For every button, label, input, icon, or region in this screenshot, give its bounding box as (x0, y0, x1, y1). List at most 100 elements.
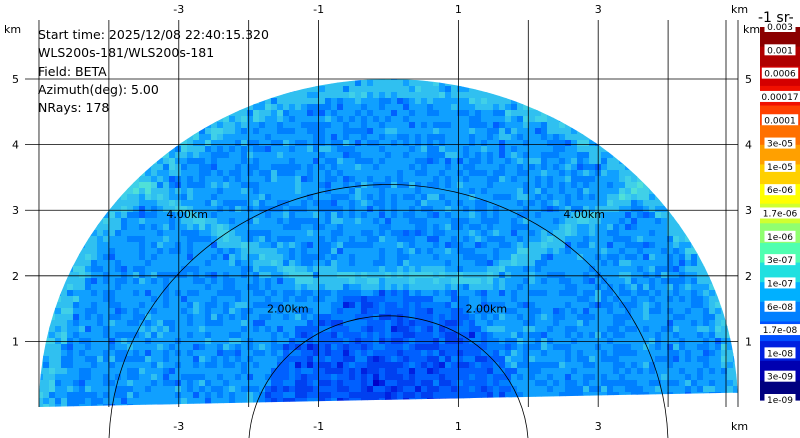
field-cell (133, 278, 140, 285)
field-cell (223, 362, 230, 369)
field-cell (445, 128, 452, 135)
field-cell (577, 362, 584, 369)
field-cell (373, 320, 380, 327)
field-cell (115, 374, 122, 381)
field-cell (589, 320, 596, 327)
field-cell (115, 230, 122, 237)
field-cell (211, 320, 218, 327)
field-cell (313, 284, 320, 291)
field-cell (649, 266, 656, 273)
field-cell (457, 326, 464, 333)
field-cell (307, 308, 314, 315)
field-cell (205, 392, 212, 399)
field-cell (265, 194, 272, 201)
field-cell (529, 380, 536, 387)
field-cell (133, 212, 140, 219)
field-cell (571, 368, 578, 375)
field-cell (553, 140, 560, 147)
field-cell (463, 278, 470, 285)
field-cell (247, 326, 254, 333)
field-cell (403, 212, 410, 219)
field-cell (205, 236, 212, 243)
field-cell (313, 380, 320, 387)
field-cell (271, 374, 278, 381)
field-cell (343, 350, 350, 357)
field-cell (403, 224, 410, 231)
field-cell (631, 272, 638, 279)
field-cell (229, 158, 236, 165)
field-cell (373, 296, 380, 303)
field-cell (139, 344, 146, 351)
field-cell (397, 344, 404, 351)
field-cell (193, 134, 200, 141)
field-cell (403, 98, 410, 105)
field-cell (103, 290, 110, 297)
field-cell (121, 206, 128, 213)
field-cell (571, 212, 578, 219)
field-cell (55, 320, 62, 327)
field-cell (565, 194, 572, 201)
field-cell (505, 266, 512, 273)
field-cell (661, 260, 668, 267)
field-cell (151, 290, 158, 297)
field-cell (571, 260, 578, 267)
field-cell (301, 188, 308, 195)
field-cell (469, 128, 476, 135)
field-cell (55, 344, 62, 351)
field-cell (469, 146, 476, 153)
field-cell (667, 368, 674, 375)
field-cell (97, 374, 104, 381)
field-cell (607, 344, 614, 351)
field-cell (361, 266, 368, 273)
field-cell (565, 368, 572, 375)
field-cell (337, 98, 344, 105)
field-cell (397, 140, 404, 147)
field-cell (355, 326, 362, 333)
field-cell (553, 200, 560, 207)
field-cell (313, 134, 320, 141)
field-cell (547, 284, 554, 291)
field-cell (415, 242, 422, 249)
field-cell (439, 248, 446, 255)
field-cell (673, 272, 680, 279)
field-cell (133, 260, 140, 267)
field-cell (97, 236, 104, 243)
field-cell (541, 272, 548, 279)
field-cell (325, 356, 332, 363)
field-cell (253, 290, 260, 297)
field-cell (427, 272, 434, 279)
field-cell (409, 146, 416, 153)
field-cell (157, 152, 164, 159)
field-cell (433, 164, 440, 171)
field-cell (115, 188, 122, 195)
field-cell (283, 320, 290, 327)
field-cell (199, 212, 206, 219)
field-cell (367, 110, 374, 117)
field-cell (691, 344, 698, 351)
field-cell (613, 350, 620, 357)
field-cell (499, 296, 506, 303)
field-cell (703, 374, 710, 381)
field-cell (427, 332, 434, 339)
field-cell (667, 374, 674, 381)
field-cell (127, 218, 134, 225)
field-cell (199, 350, 206, 357)
field-cell (241, 284, 248, 291)
field-cell (307, 152, 314, 159)
field-cell (301, 146, 308, 153)
field-cell (577, 122, 584, 129)
field-cell (349, 134, 356, 141)
field-cell (313, 140, 320, 147)
field-cell (307, 302, 314, 309)
field-cell (343, 368, 350, 375)
field-cell (673, 356, 680, 363)
field-cell (301, 284, 308, 291)
field-cell (445, 284, 452, 291)
field-cell (403, 116, 410, 123)
field-cell (38, 380, 44, 387)
field-cell (253, 206, 260, 213)
field-cell (589, 164, 596, 171)
field-cell (565, 116, 572, 123)
field-cell (433, 386, 440, 393)
field-cell (349, 176, 356, 183)
